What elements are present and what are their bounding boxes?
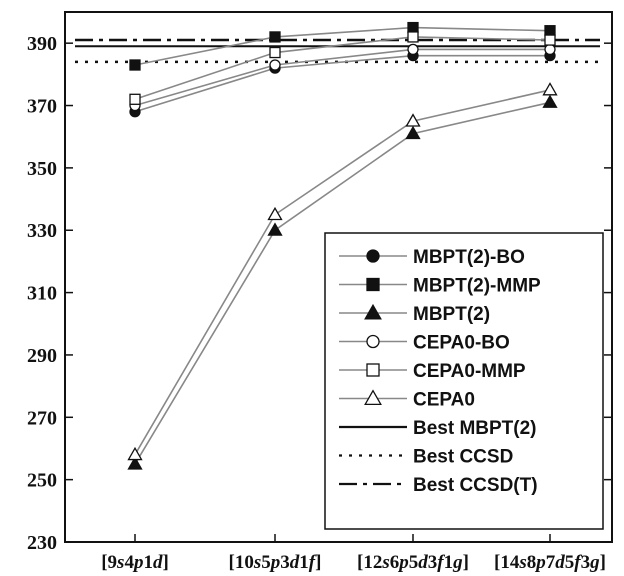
legend-label: MBPT(2)-MMP [413, 276, 541, 297]
y-tick-label: 330 [27, 220, 57, 242]
y-tick-label: 290 [27, 345, 57, 367]
data-point [407, 31, 419, 43]
series-line [134, 26, 551, 66]
data-point [269, 59, 281, 71]
series-cepa0-bo [129, 43, 556, 112]
legend-label: Best MBPT(2) [413, 418, 537, 439]
data-point [405, 125, 421, 140]
series-cepa0 [127, 82, 558, 461]
series-line [134, 101, 551, 465]
data-point [544, 34, 556, 46]
series-line [134, 48, 550, 107]
data-point [129, 93, 141, 105]
legend-label: MBPT(2)-BO [413, 247, 525, 268]
y-tick-label: 270 [27, 407, 57, 429]
series-mbpt-2-bo [129, 49, 556, 118]
y-tick-label: 390 [27, 33, 57, 55]
data-point [267, 206, 283, 221]
x-tick-label: [12s6p5d3f1g] [357, 552, 469, 573]
data-point [269, 31, 281, 43]
data-point [366, 334, 380, 349]
legend-label: MBPT(2) [413, 304, 490, 325]
legend-label: CEPA0 [413, 390, 475, 411]
legend-label: Best CCSD [413, 447, 513, 468]
y-tick-label: 370 [27, 96, 57, 118]
data-point [405, 113, 421, 127]
data-point [366, 363, 380, 377]
data-point [542, 82, 558, 96]
series-mbpt-2- [127, 94, 558, 470]
data-point [127, 446, 143, 461]
data-point [269, 46, 281, 59]
data-point [364, 389, 382, 406]
x-tick-label: [14s8p7d5f3g] [494, 552, 606, 573]
series-cepa0-mmp [129, 31, 556, 105]
data-point [127, 456, 143, 470]
data-point [267, 222, 283, 236]
x-tick-label: [10s5p3d1f] [229, 552, 322, 573]
data-point [364, 303, 382, 320]
data-point [544, 25, 556, 37]
y-tick-label: 250 [27, 470, 57, 492]
x-tick-label: [9s4p1d] [101, 552, 169, 573]
data-point [129, 59, 141, 71]
data-point [544, 43, 556, 56]
y-tick-label: 230 [27, 532, 57, 554]
data-point [366, 277, 380, 292]
legend-label: CEPA0-MMP [413, 361, 526, 382]
series-mbpt-2-mmp [129, 21, 556, 71]
data-point [407, 43, 419, 56]
data-point [407, 21, 419, 34]
legend-label: CEPA0-BO [413, 333, 510, 354]
series-line [134, 36, 551, 101]
series-line [134, 54, 550, 113]
plot-frame [64, 11, 613, 543]
data-point [366, 249, 380, 263]
series-line [134, 89, 551, 456]
legend-label: Best CCSD(T) [413, 475, 538, 496]
data-point [542, 94, 558, 108]
y-tick-label: 310 [27, 283, 57, 305]
y-tick-label: 350 [27, 158, 57, 180]
